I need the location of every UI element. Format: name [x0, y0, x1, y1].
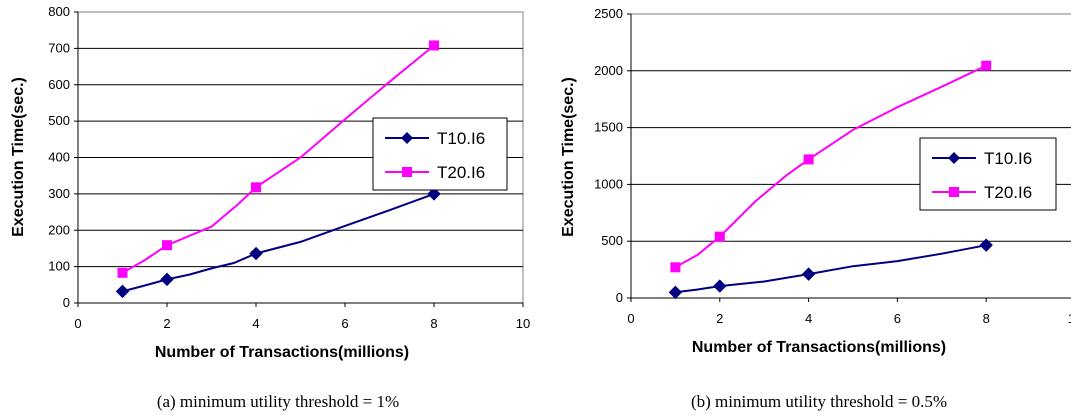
chart-b-y-tick-label: 500 [601, 233, 623, 248]
chart-b-y-ticks: 0 500 1000 1500 2000 2500 [594, 6, 1071, 305]
chart-a-y-tick-label: 800 [48, 4, 70, 19]
chart-b-x-tick-label: 10 [1068, 311, 1071, 326]
chart-a-x-tick-label: 6 [341, 316, 348, 331]
chart-b-y-axis-title: Execution Time(sec.) [560, 77, 577, 237]
chart-b-x-tick-label: 8 [983, 311, 990, 326]
chart-a-x-tick-label: 4 [252, 316, 259, 331]
chart-b-x-tick-label: 0 [627, 311, 634, 326]
chart-a-legend-marker-t20-i6 [402, 167, 412, 177]
chart-b-legend-label-t20-i6: T20.I6 [984, 183, 1032, 202]
chart-a-x-tick-label: 2 [163, 316, 170, 331]
chart-b-legend-box [919, 137, 1057, 211]
chart-a-y-tick-label: 400 [48, 150, 70, 165]
chart-b-point-t20-i6 [670, 262, 681, 273]
chart-a-y-tick-label: 700 [48, 40, 70, 55]
chart-b-point-t20-i6 [981, 60, 992, 71]
chart-b-x-ticks: 0 2 4 6 8 10 [627, 298, 1071, 326]
chart-a-point-t10-i6 [427, 187, 441, 201]
chart-b-point-t10-i6 [713, 279, 727, 293]
chart-a-point-t10-i6 [160, 272, 174, 287]
chart-a-y-axis-title: Execution Time(sec.) [10, 77, 27, 237]
chart-b-legend: T10.I6 T20.I6 [919, 137, 1057, 211]
chart-b-point-t10-i6 [801, 267, 816, 281]
chart-a-y-tick-label: 300 [48, 186, 70, 201]
chart-a-legend-label-t20-i6: T20.I6 [437, 163, 485, 182]
chart-b-point-t20-i6 [803, 154, 814, 165]
chart-b-series-line-t20-i6 [674, 64, 987, 269]
chart-a-point-t20-i6 [162, 240, 172, 251]
chart-b-point-t20-i6 [714, 231, 725, 242]
chart-b-y-tick-label: 1500 [594, 120, 623, 135]
chart-b-x-tick-label: 6 [894, 311, 901, 326]
chart-a: 0 100 200 300 400 500 600 700 800 0 2 4 6 8 10 Number… [10, 4, 530, 411]
chart-b-point-t10-i6 [668, 285, 683, 300]
chart-a-legend-label-t10-i6: T10.I6 [437, 129, 485, 148]
chart-b-y-tick-label: 2000 [594, 63, 623, 78]
chart-a-series-line-t10-i6 [122, 192, 435, 293]
chart-a-y-tick-label: 0 [63, 295, 70, 310]
chart-a-y-tick-label: 200 [48, 222, 70, 237]
chart-a-legend: T10.I6 T20.I6 [372, 117, 508, 191]
chart-a-x-tick-label: 0 [74, 316, 81, 331]
chart-a-x-tick-label: 8 [430, 316, 437, 331]
chart-a-y-tick-label: 600 [48, 77, 70, 92]
chart-b-legend-marker-t10-i6 [948, 152, 960, 164]
chart-b-y-tick-label: 2500 [594, 6, 623, 21]
chart-a-y-tick-label: 100 [48, 259, 70, 274]
chart-a-point-t10-i6 [249, 246, 263, 261]
chart-a-y-ticks: 0 100 200 300 400 500 600 700 800 [48, 4, 523, 310]
chart-b-y-tick-label: 1000 [594, 176, 623, 191]
chart-a-legend-box [372, 117, 508, 191]
chart-b-x-axis-title: Number of Transactions(millions) [692, 339, 946, 356]
chart-a-series-line-t20-i6 [122, 44, 435, 274]
chart-b-series [668, 60, 993, 300]
chart-b-x-tick-label: 2 [716, 311, 723, 326]
chart-b: 0 500 1000 1500 2000 2500 0 2 4 6 8 10 Number of T… [560, 6, 1071, 411]
chart-a-x-tick-label: 10 [516, 316, 530, 331]
chart-a-point-t20-i6 [117, 267, 128, 278]
chart-a-legend-marker-t10-i6 [401, 132, 413, 144]
chart-b-caption: (b) minimum utility threshold = 0.5% [691, 392, 947, 411]
chart-b-legend-marker-t20-i6 [949, 187, 959, 197]
chart-a-gridlines [78, 47, 523, 268]
chart-a-point-t20-i6 [429, 40, 439, 51]
chart-a-x-ticks: 0 2 4 6 8 10 [74, 303, 530, 331]
chart-a-y-tick-label: 500 [48, 113, 70, 128]
chart-a-caption: (a) minimum utility threshold = 1% [157, 392, 399, 411]
chart-b-x-tick-label: 4 [805, 311, 812, 326]
chart-a-point-t20-i6 [251, 182, 261, 193]
chart-b-legend-label-t10-i6: T10.I6 [984, 149, 1032, 168]
chart-b-point-t10-i6 [979, 238, 993, 252]
chart-a-series [115, 40, 441, 299]
chart-b-y-tick-label: 0 [616, 290, 623, 305]
chart-a-point-t10-i6 [115, 284, 130, 299]
chart-a-x-axis-title: Number of Transactions(millions) [155, 344, 409, 361]
